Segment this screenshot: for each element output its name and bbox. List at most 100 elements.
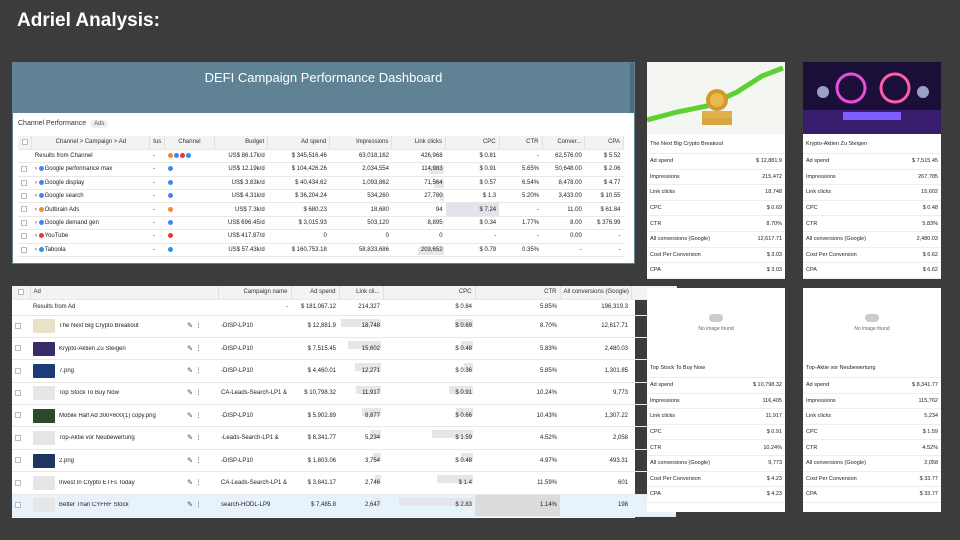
scrollbar[interactable] bbox=[630, 63, 634, 113]
row-checkbox[interactable] bbox=[12, 404, 30, 428]
ad-name-cell[interactable]: Better Than CYFRF Stock ✎ ⋮ bbox=[30, 494, 218, 518]
table-row[interactable]: › Google demand gen - US$ 696.45/d $ 3,015.… bbox=[18, 216, 624, 231]
row-checkbox[interactable] bbox=[12, 337, 30, 361]
table-row[interactable]: Top-Aktie vor Neubewertung ✎ ⋮ -Leads-Sear… bbox=[12, 426, 676, 450]
ad-name-cell[interactable]: 7.png ✎ ⋮ bbox=[30, 359, 218, 383]
ads-badge[interactable]: Ads bbox=[90, 120, 109, 128]
ad-name-cell[interactable]: Krypto-Aktien Zu Steigen ✎ ⋮ bbox=[30, 337, 218, 361]
table-row[interactable]: 7.png ✎ ⋮ -DISP-LP10 $ 4,460.01 12,271 $ 0.36… bbox=[12, 359, 676, 383]
chevron-right-icon[interactable]: › bbox=[34, 193, 39, 200]
ad-name-cell[interactable]: 2.png ✎ ⋮ bbox=[30, 449, 218, 473]
table-row[interactable]: 2.png ✎ ⋮ -DISP-LP10 $ 1,803.06 3,754 $ 0.48 4… bbox=[12, 449, 676, 473]
column-header[interactable]: tus bbox=[149, 136, 166, 150]
edit-icon[interactable]: ✎ bbox=[187, 501, 195, 509]
channel-name[interactable]: › Google demand gen bbox=[31, 216, 150, 231]
row-checkbox[interactable] bbox=[12, 494, 30, 518]
chevron-right-icon[interactable]: › bbox=[34, 206, 39, 213]
column-header[interactable]: Budget bbox=[214, 136, 269, 150]
chevron-right-icon[interactable]: › bbox=[34, 233, 39, 240]
channel-name[interactable]: › Google search bbox=[31, 189, 150, 204]
table-row[interactable]: › Taboola - US$ 57.43k/d $ 160,753.18 58,833… bbox=[18, 243, 624, 258]
select-all-checkbox[interactable] bbox=[12, 286, 31, 300]
ad-card-1[interactable]: The Next Big Crypto Breakout Ad spend $ 1… bbox=[647, 62, 785, 279]
edit-icon[interactable]: ✎ bbox=[187, 434, 195, 442]
row-checkbox[interactable] bbox=[12, 315, 30, 338]
channel-name[interactable]: › Outbrain Ads bbox=[31, 202, 150, 217]
row-checkbox[interactable] bbox=[12, 471, 30, 495]
edit-icon[interactable]: ✎ bbox=[187, 345, 195, 353]
channel-name[interactable]: › Taboola bbox=[31, 243, 150, 258]
column-header[interactable]: Channel bbox=[164, 136, 215, 150]
row-checkbox[interactable] bbox=[12, 382, 30, 406]
column-header[interactable]: CPC bbox=[383, 286, 476, 300]
more-icon[interactable]: ⋮ bbox=[194, 434, 202, 442]
table-row[interactable]: › Outbrain Ads - US$ 7.3k/d $ 680.23 18,680 9… bbox=[18, 202, 624, 217]
ad-name-cell[interactable]: Top Stock To Buy Now ✎ ⋮ bbox=[30, 382, 218, 406]
row-checkbox[interactable] bbox=[18, 162, 32, 177]
column-header[interactable]: Ad bbox=[30, 286, 219, 300]
ad-card-2[interactable]: Krypto-Aktien Zu Steigen Ad spend $ 7,515… bbox=[803, 62, 941, 279]
row-checkbox[interactable] bbox=[18, 243, 32, 258]
table-row[interactable]: › Google display - US$ 3.83k/d $ 40,434.62 1… bbox=[18, 176, 624, 191]
channel-name[interactable]: Results from Channel bbox=[31, 149, 150, 164]
table-row[interactable]: Top Stock To Buy Now ✎ ⋮ CA-Leads-Search-L… bbox=[12, 382, 676, 406]
channel-name[interactable]: › Google display bbox=[31, 176, 150, 191]
table-row[interactable]: Mobile Half Ad 300×600(1) copy.png ✎ ⋮ -DI… bbox=[12, 404, 676, 428]
more-icon[interactable]: ⋮ bbox=[194, 501, 202, 509]
column-header[interactable]: Channel > Campaign > Ad bbox=[31, 136, 151, 150]
ad-card-4[interactable]: No image found Top-Aktie vor Neubewertun… bbox=[803, 288, 941, 512]
more-icon[interactable]: ⋮ bbox=[194, 322, 202, 330]
chevron-right-icon[interactable]: › bbox=[34, 166, 39, 173]
edit-icon[interactable]: ✎ bbox=[187, 457, 195, 465]
select-all-checkbox[interactable] bbox=[18, 136, 33, 150]
row-checkbox[interactable] bbox=[18, 189, 32, 204]
more-icon[interactable]: ⋮ bbox=[194, 457, 202, 465]
column-header[interactable]: Impressions bbox=[329, 136, 393, 150]
table-row[interactable]: › YouTube - US$ 417.87/d 0 0 0- -0.00- bbox=[18, 229, 624, 244]
row-checkbox[interactable] bbox=[12, 449, 30, 473]
more-icon[interactable]: ⋮ bbox=[194, 479, 202, 487]
table-row[interactable]: Invest In Crypto ETFs Today ✎ ⋮ CA-Leads-S… bbox=[12, 471, 676, 495]
ad-name-cell[interactable]: Top-Aktie vor Neubewertung ✎ ⋮ bbox=[30, 426, 218, 450]
column-header[interactable]: Conver... bbox=[542, 136, 586, 150]
ad-name-cell[interactable]: Invest In Crypto ETFs Today ✎ ⋮ bbox=[30, 471, 218, 495]
column-header[interactable]: CTR bbox=[475, 286, 561, 300]
table-row[interactable]: Krypto-Aktien Zu Steigen ✎ ⋮ -DISP-LP10 $ 7… bbox=[12, 337, 676, 361]
column-header[interactable]: Ad spend bbox=[267, 136, 331, 150]
ad-name-cell[interactable]: The Next Big Crypto Breakout ✎ ⋮ bbox=[30, 315, 218, 338]
more-icon[interactable]: ⋮ bbox=[194, 412, 202, 420]
more-icon[interactable]: ⋮ bbox=[194, 367, 202, 375]
column-header[interactable]: CPC bbox=[445, 136, 500, 150]
ad-card-3[interactable]: No image found Top Stock To Buy Now Ad s… bbox=[647, 288, 785, 512]
edit-icon[interactable]: ✎ bbox=[187, 389, 195, 397]
row-checkbox[interactable] bbox=[12, 359, 30, 383]
more-icon[interactable]: ⋮ bbox=[194, 345, 202, 353]
channel-name[interactable]: › Google performance max bbox=[31, 162, 150, 177]
channel-name[interactable]: › YouTube bbox=[31, 229, 150, 244]
chevron-right-icon[interactable]: › bbox=[34, 220, 39, 227]
column-header[interactable]: Link clicks bbox=[391, 136, 447, 150]
row-checkbox[interactable] bbox=[18, 149, 32, 164]
edit-icon[interactable]: ✎ bbox=[187, 367, 195, 375]
table-row[interactable]: Better Than CYFRF Stock ✎ ⋮ search-HODL-LP… bbox=[12, 494, 676, 518]
row-checkbox[interactable] bbox=[12, 426, 30, 450]
table-row[interactable]: › Google search - US$ 4.31k/d $ 36,204.24 53… bbox=[18, 189, 624, 204]
column-header[interactable]: Link cli... bbox=[339, 286, 384, 300]
column-header[interactable]: All conversions (Google) bbox=[560, 286, 632, 300]
edit-icon[interactable]: ✎ bbox=[187, 479, 195, 487]
column-header[interactable]: Campaign name bbox=[218, 286, 292, 300]
edit-icon[interactable]: ✎ bbox=[187, 322, 195, 330]
column-header[interactable]: CTR bbox=[499, 136, 543, 150]
table-row[interactable]: Results from Channel - US$ 86.17k/d $ 345,5… bbox=[18, 149, 624, 164]
column-header[interactable]: Ad spend bbox=[291, 286, 340, 300]
edit-icon[interactable]: ✎ bbox=[187, 412, 195, 420]
table-row[interactable]: › Google performance max - US$ 12.19k/d $ 1… bbox=[18, 162, 624, 177]
row-checkbox[interactable] bbox=[18, 229, 32, 244]
column-header[interactable]: CPA bbox=[584, 136, 624, 150]
row-checkbox[interactable] bbox=[18, 176, 32, 191]
row-checkbox[interactable] bbox=[18, 202, 32, 217]
chevron-right-icon[interactable]: › bbox=[34, 179, 39, 186]
table-row[interactable]: The Next Big Crypto Breakout ✎ ⋮ -DISP-LP1… bbox=[12, 315, 676, 338]
more-icon[interactable]: ⋮ bbox=[194, 389, 202, 397]
chevron-right-icon[interactable]: › bbox=[34, 246, 39, 253]
